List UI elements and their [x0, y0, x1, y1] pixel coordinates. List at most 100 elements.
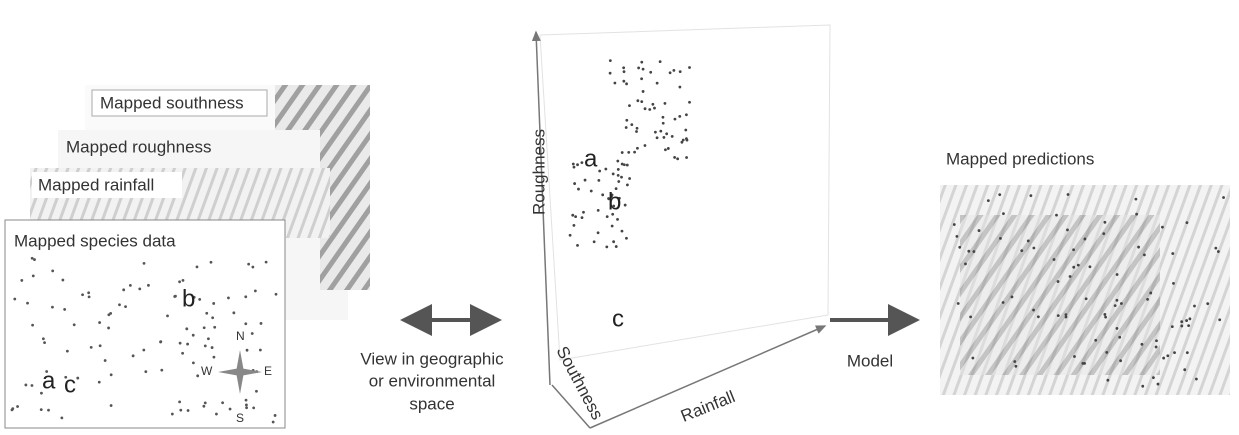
- dot: [211, 346, 214, 349]
- dot: [642, 68, 645, 71]
- dot: [617, 168, 620, 171]
- dot: [203, 326, 206, 329]
- dot: [627, 151, 630, 154]
- dot: [178, 401, 181, 404]
- dot: [42, 337, 45, 340]
- dot: [1161, 226, 1164, 229]
- dot: [185, 327, 188, 330]
- dot: [1172, 282, 1175, 285]
- dot: [1027, 240, 1030, 243]
- dot: [590, 190, 593, 193]
- dot: [178, 280, 181, 283]
- dot: [1188, 317, 1191, 320]
- dot: [684, 129, 687, 132]
- dot: [1141, 343, 1144, 346]
- dot: [260, 322, 263, 325]
- dot: [31, 384, 34, 387]
- dot: [1055, 214, 1058, 217]
- dot: [580, 161, 583, 164]
- dot: [204, 344, 207, 347]
- dot: [625, 82, 628, 85]
- dot: [160, 369, 163, 372]
- dot: [630, 123, 633, 126]
- predictions-title: Mapped predictions: [946, 149, 1094, 168]
- dot: [644, 107, 647, 110]
- dot: [685, 156, 688, 159]
- dot: [196, 265, 199, 268]
- dot: [107, 327, 110, 330]
- dot: [1146, 298, 1149, 301]
- dot: [179, 342, 182, 345]
- dot: [964, 262, 967, 265]
- connector-label: space: [409, 394, 454, 413]
- dot: [1011, 296, 1014, 299]
- dot: [649, 71, 652, 74]
- dot: [667, 147, 670, 150]
- dot: [110, 373, 113, 376]
- dot: [61, 279, 64, 282]
- dot: [1103, 313, 1106, 316]
- dot: [1171, 252, 1174, 255]
- dot: [569, 234, 572, 237]
- dot: [1206, 302, 1209, 305]
- dot: [1084, 238, 1087, 241]
- dot: [1020, 249, 1023, 252]
- dot: [678, 115, 681, 118]
- dot: [956, 235, 959, 238]
- dot: [672, 69, 675, 72]
- dot: [1135, 213, 1138, 216]
- dot: [187, 409, 190, 412]
- dot: [1065, 313, 1068, 316]
- dot: [625, 119, 628, 122]
- dot: [1119, 359, 1122, 362]
- dot: [1157, 383, 1160, 386]
- dot: [1116, 299, 1119, 302]
- dot: [1118, 336, 1121, 339]
- dot: [597, 179, 600, 182]
- dot: [688, 101, 691, 104]
- dot: [247, 263, 250, 266]
- dot: [1072, 248, 1075, 251]
- dot: [626, 184, 629, 187]
- dot: [659, 130, 662, 133]
- cluster-label: c: [612, 305, 624, 332]
- dot: [87, 291, 90, 294]
- dot: [582, 211, 585, 214]
- dot: [1195, 378, 1198, 381]
- dot: [1106, 379, 1109, 382]
- prediction-texture: [960, 215, 1160, 375]
- dot: [953, 223, 956, 226]
- dot: [213, 326, 216, 329]
- dot: [215, 413, 218, 416]
- dot: [1102, 232, 1105, 235]
- dot: [244, 322, 247, 325]
- dot: [640, 77, 643, 80]
- dot: [642, 90, 645, 93]
- dot: [144, 370, 147, 373]
- dot: [31, 324, 34, 327]
- dot: [1185, 319, 1188, 322]
- dot: [623, 70, 626, 73]
- dot: [1180, 325, 1183, 328]
- dot: [143, 262, 146, 265]
- axis-label: Roughness: [529, 129, 548, 215]
- dot: [1152, 376, 1155, 379]
- dot: [576, 244, 579, 247]
- dot: [681, 141, 684, 144]
- dot: [609, 59, 612, 62]
- dot: [625, 126, 628, 129]
- dot: [227, 297, 230, 300]
- dot: [574, 215, 577, 218]
- dot: [98, 381, 101, 384]
- layer-species: [5, 220, 285, 428]
- dot: [43, 341, 46, 344]
- diagram: Mapped southness Mapped roughness Mapped…: [0, 0, 1239, 435]
- dot: [679, 70, 682, 73]
- dot: [1171, 325, 1174, 328]
- dot: [1183, 368, 1186, 371]
- dot: [640, 100, 643, 103]
- dot: [612, 240, 615, 243]
- dot: [577, 188, 580, 191]
- dot: [971, 357, 974, 360]
- dot: [688, 66, 691, 69]
